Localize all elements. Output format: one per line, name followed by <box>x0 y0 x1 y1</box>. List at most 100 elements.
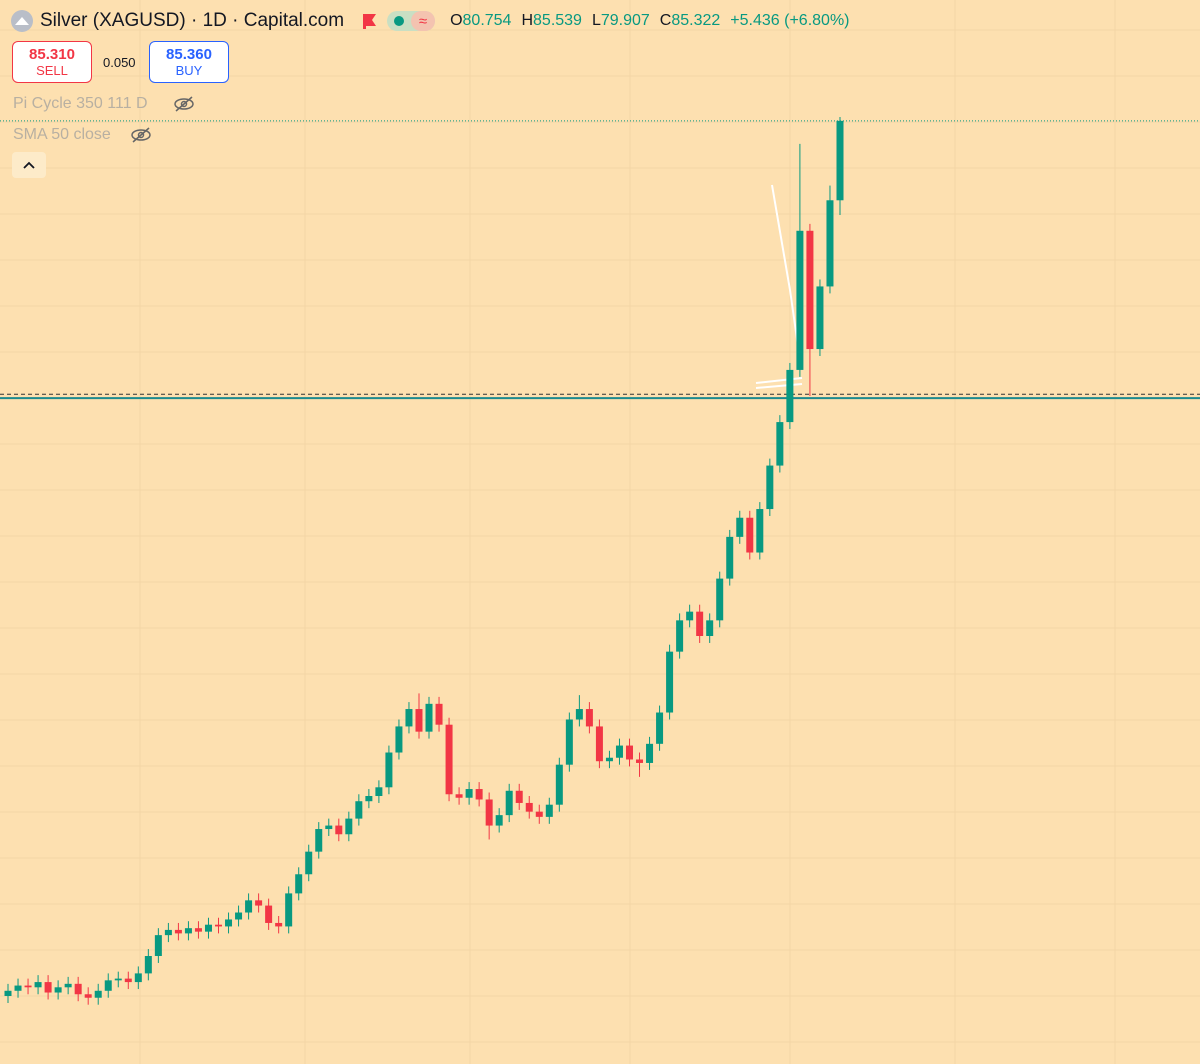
candle-body <box>275 922 283 927</box>
buy-button[interactable]: 85.360 BUY <box>149 41 229 83</box>
indicator-name: SMA 50 close <box>13 126 111 143</box>
indicator-name: Pi Cycle 350 111 D <box>13 95 148 112</box>
candle-body <box>666 651 674 713</box>
candle-body <box>425 703 433 732</box>
candle-body <box>315 829 323 852</box>
candle-body <box>375 787 383 796</box>
candle-body <box>345 818 353 835</box>
candle-body <box>776 422 784 466</box>
indicator-legend[interactable]: SMA 50 close <box>13 126 151 144</box>
candle-body <box>796 230 804 370</box>
buy-label: BUY <box>175 63 203 78</box>
drawing <box>771 184 801 361</box>
candle-body <box>545 804 553 817</box>
symbol-logo <box>11 10 33 32</box>
candle-body <box>154 935 162 956</box>
candle-body <box>24 985 32 988</box>
candle-body <box>14 985 22 991</box>
candle-body <box>305 851 313 875</box>
candle-body <box>94 990 102 998</box>
candle-body <box>365 796 373 802</box>
high-value: 85.539 <box>533 12 582 29</box>
ohlc-label: L <box>591 12 601 29</box>
legend-header: Silver (XAGUSD) · 1D · Capital.com ≈ O80… <box>10 9 850 33</box>
candle-body <box>34 982 42 988</box>
candle-body <box>184 928 192 934</box>
collapse-button[interactable] <box>12 152 46 178</box>
svg-text:≈: ≈ <box>419 13 427 30</box>
candle-body <box>295 874 303 894</box>
candle-body <box>625 745 633 760</box>
candle-body <box>194 928 202 932</box>
candle-body <box>676 620 684 652</box>
candle-body <box>134 973 142 983</box>
candle-body <box>525 802 533 812</box>
hidden-icon[interactable] <box>173 95 195 113</box>
status-pill[interactable]: ≈ <box>386 9 436 33</box>
candle-body <box>405 709 413 727</box>
candle-body <box>515 790 523 803</box>
candle-body <box>646 743 654 763</box>
candle-body <box>355 801 363 819</box>
flag-icon[interactable] <box>360 11 380 31</box>
candle-body <box>565 719 573 765</box>
candle-body <box>686 611 694 621</box>
candle-body <box>44 982 52 993</box>
ohlc-values: O80.754 H85.539 L79.907 C85.322 +5.436 (… <box>450 12 849 30</box>
candle-body <box>204 924 212 932</box>
caret-icon <box>23 161 35 169</box>
candle-body <box>435 703 443 725</box>
candle-body <box>495 815 503 826</box>
candle-body <box>245 900 253 913</box>
candle-body <box>615 745 623 758</box>
candle-body <box>716 578 724 621</box>
drawing <box>755 383 803 389</box>
candle-body <box>756 509 764 553</box>
candle-body <box>255 900 263 906</box>
ohlc-label: H <box>521 12 534 29</box>
candle-body <box>415 709 423 732</box>
candle-body <box>706 620 714 636</box>
candle-body <box>595 726 603 762</box>
change-value: +5.436 (+6.80%) <box>730 12 850 29</box>
ohlc-label: C <box>659 12 672 29</box>
candle-body <box>54 987 62 993</box>
candle-body <box>585 709 593 727</box>
candle-body <box>535 811 543 817</box>
candle-body <box>656 712 664 744</box>
indicator-legend[interactable]: Pi Cycle 350 111 D <box>13 95 194 113</box>
open-value: 80.754 <box>462 12 512 29</box>
close-value: 85.322 <box>671 12 721 29</box>
ohlc-label: O <box>450 12 463 29</box>
candle-body <box>265 905 273 923</box>
candle-body <box>235 912 243 920</box>
candle-body <box>505 790 513 816</box>
candle-body <box>445 724 453 795</box>
candle-body <box>4 990 12 996</box>
candle-body <box>575 709 583 720</box>
sell-button[interactable]: 85.310 SELL <box>12 41 92 83</box>
candle-body <box>475 789 483 800</box>
candle-body <box>826 200 834 287</box>
candle-body <box>174 929 182 934</box>
candle-body <box>836 120 844 201</box>
candle-body <box>455 794 463 798</box>
symbol-title[interactable]: Silver (XAGUSD) · 1D · Capital.com <box>40 10 345 31</box>
hidden-icon[interactable] <box>130 126 152 144</box>
candle-body <box>555 764 563 805</box>
candle-body <box>806 230 814 350</box>
spread: 0.050 <box>103 55 136 70</box>
drawing <box>755 377 803 384</box>
candle-body <box>225 919 233 927</box>
candle-body <box>766 465 774 510</box>
candle-body <box>215 924 223 927</box>
candle-body <box>144 956 152 974</box>
candle-body <box>84 994 92 998</box>
candle-body <box>325 825 333 830</box>
candle-body <box>636 759 644 763</box>
candle-body <box>335 825 343 835</box>
candle-body <box>696 611 704 636</box>
candle-body <box>124 978 132 983</box>
